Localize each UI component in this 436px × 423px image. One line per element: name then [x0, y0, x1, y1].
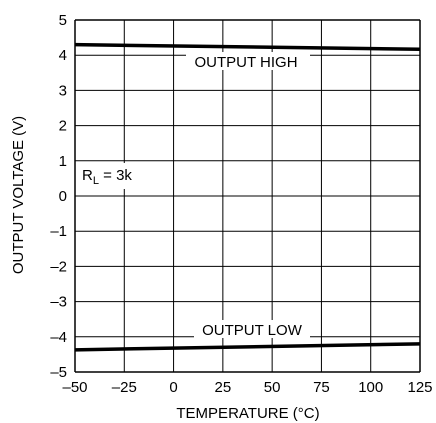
output-high-line [74, 42, 421, 51]
y-tick-label: –1 [50, 223, 67, 240]
output-high-label: OUTPUT HIGH [194, 54, 297, 71]
x-tick-label: 50 [264, 379, 281, 396]
output-high-label-bg [186, 52, 310, 70]
rl-annotation: RL = 3k [82, 167, 132, 187]
output-low-line [74, 342, 421, 352]
y-tick-label: 5 [59, 12, 67, 29]
rl-rest: = 3k [99, 167, 132, 184]
y-tick-label: 1 [59, 153, 67, 170]
y-tick-label: 2 [59, 118, 67, 135]
x-tick-label: 125 [407, 379, 432, 396]
y-axis-title: OUTPUT VOLTAGE (V) [10, 116, 27, 274]
rl-label-bg [79, 163, 143, 189]
x-axis-title: TEMPERATURE (°C) [176, 405, 319, 422]
x-tick-label: –25 [112, 379, 137, 396]
x-tick-label: 25 [215, 379, 232, 396]
y-tick-label: –5 [50, 364, 67, 381]
grid [74, 19, 421, 373]
y-tick-label: 0 [59, 188, 67, 205]
y-tick-label: 3 [59, 82, 67, 99]
x-tick-label: –50 [62, 379, 87, 396]
x-tick-label: 100 [358, 379, 383, 396]
data-lines [74, 42, 421, 352]
output-low-label-bg [194, 320, 310, 338]
tick-labels: –50 –25 0 25 50 75 100 125 –5 –4 –3 –2 –1 0 1 2 3 4 5 [50, 12, 432, 396]
y-tick-label: –2 [50, 258, 67, 275]
rl-subscript: L [93, 175, 99, 187]
output-low-label: OUTPUT LOW [202, 322, 303, 339]
y-tick-label: –3 [50, 294, 67, 311]
x-tick-label: 75 [313, 379, 330, 396]
y-tick-label: 4 [59, 47, 67, 64]
x-tick-label: 0 [169, 379, 177, 396]
rl-main: R [82, 167, 93, 184]
y-tick-label: –4 [50, 329, 67, 346]
